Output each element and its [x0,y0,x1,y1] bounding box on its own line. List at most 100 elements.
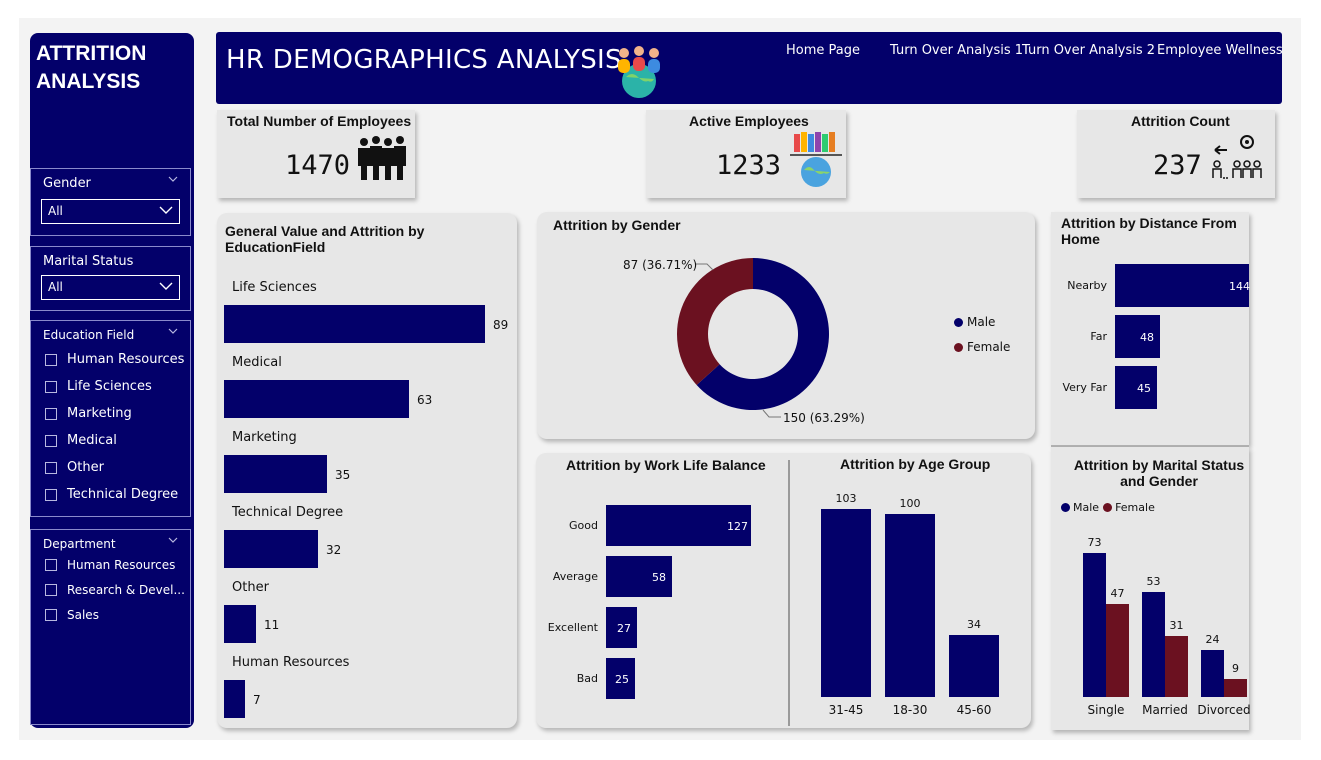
category-label: Very Far [1062,381,1107,394]
donut-slice-female [677,258,753,386]
department-option[interactable]: Sales [45,608,99,622]
bar [1115,315,1160,358]
checkbox[interactable] [45,461,57,474]
bar [606,505,751,546]
donut-slice-male [696,258,829,410]
legend-dot [954,342,963,352]
category-label: 45-60 [956,703,992,717]
chevron-down-icon[interactable] [168,535,178,545]
category-label: Technical Degree [232,505,344,520]
bar [606,658,635,699]
bar [224,680,245,718]
education-option[interactable]: Technical Degree [45,487,178,502]
checkbox[interactable] [45,584,57,596]
marital-dropdown[interactable]: All [41,275,180,300]
nav-turnover-2[interactable]: Turn Over Analysis 2 [1022,43,1156,58]
data-label: 100 [899,497,921,510]
education-option[interactable]: Life Sciences [45,379,152,394]
gender-slicer-label: Gender [43,176,91,191]
category-label: Married [1142,703,1188,717]
legend-dot [1103,503,1113,512]
kpi-attrition-card: Attrition Count 237 [1077,110,1275,198]
bar [1224,679,1247,697]
chart-title: Attrition by Distance From Home [1061,215,1237,247]
education-option[interactable]: Human Resources [45,352,184,367]
data-label: 9 [1232,662,1239,675]
checkbox[interactable] [45,353,57,366]
data-label: 32 [326,543,342,557]
bar [1165,636,1188,697]
team-icon [358,136,406,180]
legend-male: Male [954,315,995,329]
leader-line [695,263,714,271]
kpi-total-label: Total Number of Employees [227,113,412,129]
chart-title: Attrition by Work Life Balance [566,457,766,473]
divider [788,460,790,726]
department-option[interactable]: Human Resources [45,558,175,572]
department-slicer: Department Human Resources Research & De… [30,529,191,725]
legend-female: Female [954,340,1010,354]
data-label: 27 [617,622,631,635]
data-label: 73 [1087,536,1102,549]
checkbox[interactable] [45,609,57,621]
category-label: Life Sciences [232,280,317,295]
male-slice-label: 150 (63.29%) [783,411,865,425]
bar [1106,604,1129,697]
female-slice-label: 87 (36.71%) [623,258,698,272]
kpi-active-label: Active Employees [689,113,809,129]
data-label: 35 [335,468,351,482]
data-label: 11 [264,618,280,632]
divider [1051,445,1249,447]
kpi-active-card: Active Employees 1233 [646,110,846,198]
nav-employee-wellness[interactable]: Employee Wellness [1157,43,1283,58]
chevron-down-icon[interactable] [168,326,178,336]
data-label: 24 [1205,633,1220,646]
marital-slicer: Marital Status All [30,246,191,311]
bar [606,556,672,597]
sidebar-title: ATTRITION ANALYSIS [36,42,147,93]
category-label: Human Resources [232,655,350,670]
chart-title: Attrition by Gender [553,217,681,233]
data-label: 127 [727,520,748,533]
bar [224,530,318,568]
chart-title: Attrition by Marital Status and Gender [1073,457,1245,489]
gender-dropdown[interactable]: All [41,199,180,224]
bar [949,635,999,697]
chevron-down-icon [159,206,173,214]
category-label: 31-45 [828,703,864,717]
checkbox[interactable] [45,380,57,393]
department-option[interactable]: Research & Devel... [45,583,185,597]
data-label: 48 [1140,331,1154,344]
people-globe-icon [618,46,660,98]
checkbox[interactable] [45,488,57,501]
gender-dropdown-value: All [48,204,63,218]
category-label: Nearby [1067,279,1107,292]
kpi-active-value: 1233 [716,150,782,181]
nav-turnover-1[interactable]: Turn Over Analysis 1 [890,43,1024,58]
category-label: Bad [576,672,598,685]
checkbox[interactable] [45,434,57,447]
crowd-globe-icon [790,132,842,187]
chart-title: General Value and Attrition by Education… [225,223,425,255]
education-option[interactable]: Marketing [45,406,132,421]
checkbox[interactable] [45,407,57,420]
legend-dot [954,317,963,327]
nav-home-page[interactable]: Home Page [786,43,860,58]
checkbox[interactable] [45,559,57,571]
gender-donut-chart [677,258,829,418]
education-option[interactable]: Other [45,460,104,475]
data-label: 34 [967,618,981,631]
bar [1115,366,1157,409]
education-slicer: Education Field Human Resources Life Sci… [30,320,191,517]
data-label: 53 [1146,575,1161,588]
kpi-attrition-label: Attrition Count [1131,113,1230,129]
bar [224,605,256,643]
kpi-total-value: 1470 [285,150,351,181]
category-label: 18-30 [892,703,928,717]
chevron-down-icon[interactable] [168,174,178,184]
education-option[interactable]: Medical [45,433,117,448]
bar [1115,264,1249,307]
chevron-down-icon [159,282,173,290]
bar [885,514,935,697]
data-label: 103 [835,492,857,505]
